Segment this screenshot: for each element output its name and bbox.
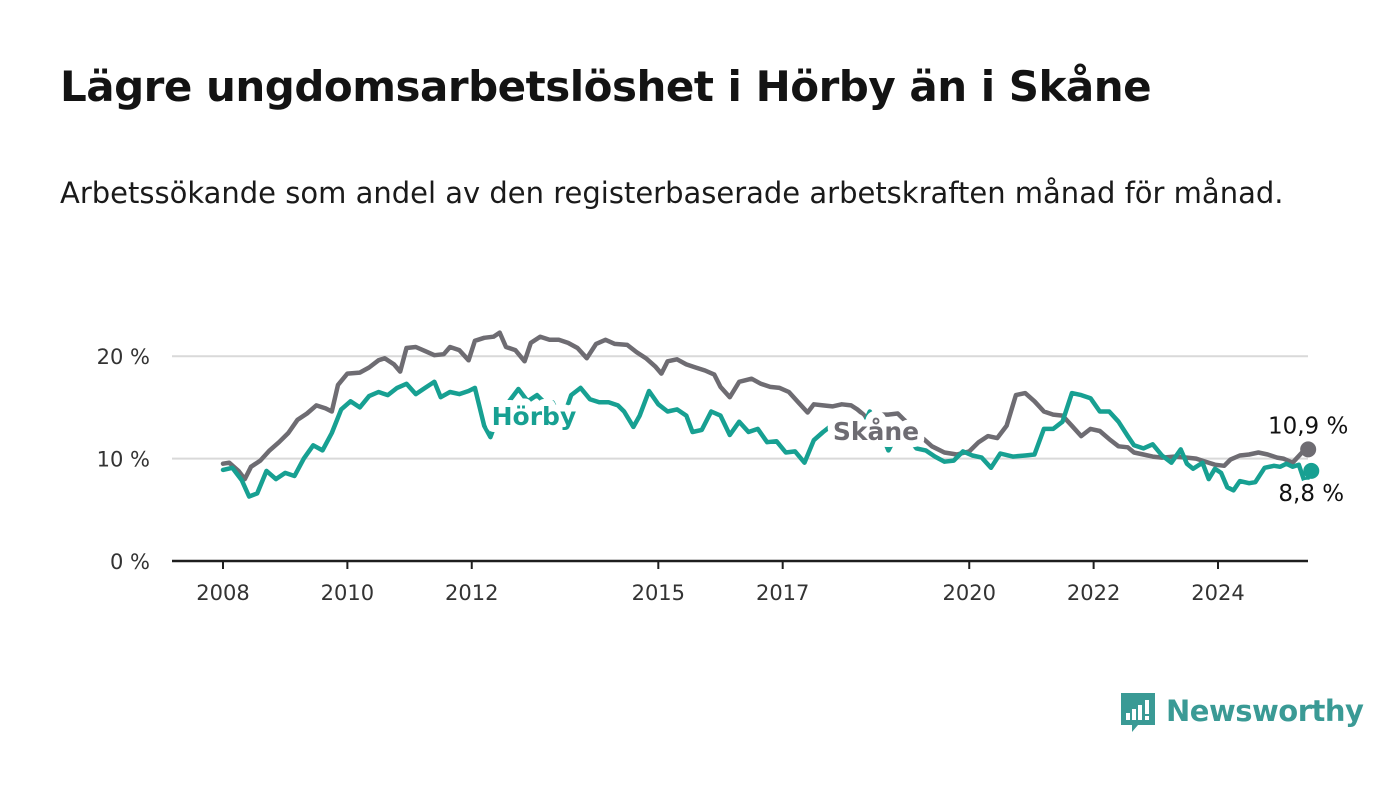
end-value-halo: 10,9 %: [1268, 413, 1348, 439]
x-tick-label: 2010: [321, 581, 374, 605]
series-line-hrby: [220, 379, 1314, 499]
x-tick-label: 2012: [445, 581, 498, 605]
y-tick-label: 20 %: [97, 345, 150, 369]
y-axis-ticks: 0 % 10 % 20 %: [97, 345, 150, 574]
series-lines: [220, 330, 1320, 499]
series-label-halo: Hörby: [492, 402, 577, 431]
series-label: Skåne: [833, 417, 919, 446]
y-tick-label: 10 %: [97, 448, 150, 472]
x-tick-label: 2015: [632, 581, 685, 605]
x-axis: 2008 2010 2012 2015 2017 2020 2022 2024: [172, 559, 1308, 605]
page-subtitle: Arbetssökande som andel av den registerb…: [60, 176, 1284, 210]
end-value-label: 8,8 %: [1278, 481, 1344, 507]
brand-name: Newsworthy: [1166, 694, 1364, 728]
newsworthy-logo[interactable]: Newsworthy: [1118, 690, 1364, 736]
series-line-skne: [220, 330, 1311, 482]
end-value-label: 10,9 %: [1268, 413, 1348, 439]
x-tick-label: 2024: [1191, 581, 1244, 605]
x-tick-label: 2008: [196, 581, 249, 605]
series-label-halo: Skåne: [833, 417, 919, 446]
end-value-halo: 8,8 %: [1278, 481, 1344, 507]
x-tick-label: 2020: [943, 581, 996, 605]
page-title: Lägre ungdomsarbetslöshet i Hörby än i S…: [60, 62, 1152, 111]
x-tick-label: 2017: [756, 581, 809, 605]
series-label: Hörby: [492, 402, 577, 431]
end-point-marker: [1300, 441, 1317, 458]
bar-chart-speech-bubble-icon: [1121, 693, 1155, 732]
end-point-marker: [1303, 462, 1320, 479]
y-tick-label: 0 %: [110, 550, 150, 574]
gridlines: [172, 355, 1308, 460]
x-tick-label: 2022: [1067, 581, 1120, 605]
